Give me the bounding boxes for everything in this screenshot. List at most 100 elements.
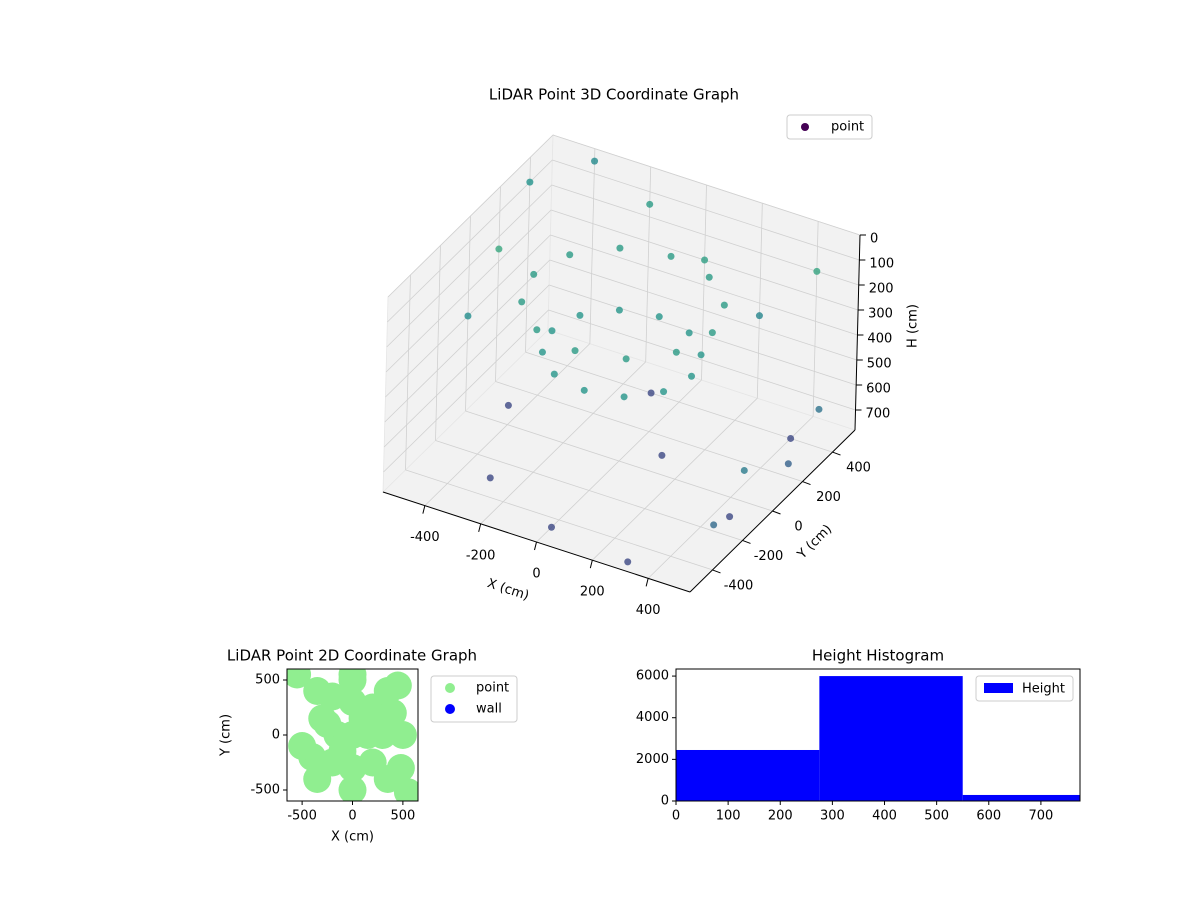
point <box>393 778 418 801</box>
y-tick-label: 4000 <box>636 710 669 725</box>
y-tick-label: 0 <box>661 794 669 809</box>
point <box>672 348 680 356</box>
y-tick-label: -200 <box>754 549 784 564</box>
point <box>620 393 628 401</box>
legend-label: point <box>476 681 509 696</box>
axes-3d-panes <box>382 134 866 593</box>
x-tick-label: 0 <box>348 809 356 824</box>
point <box>660 388 668 396</box>
y-tick-label: 2000 <box>636 752 669 767</box>
point <box>504 401 512 409</box>
point <box>720 301 728 309</box>
y-tick-label: 0 <box>794 520 802 535</box>
x-tick-label: 700 <box>1028 809 1053 824</box>
grid-line <box>550 234 858 336</box>
x-tick-label: 400 <box>636 603 661 618</box>
y-tick-label: 400 <box>846 461 871 476</box>
axes-3d-points <box>464 157 823 566</box>
y-axis-label: Y (cm) <box>219 714 234 757</box>
legend-marker <box>445 704 455 714</box>
grid-line <box>525 157 531 353</box>
point <box>658 451 666 459</box>
y-tick-label: 200 <box>816 490 841 505</box>
point <box>338 776 367 801</box>
y-tick-label: 0 <box>272 728 280 743</box>
point <box>580 386 588 394</box>
point <box>755 312 763 320</box>
x-tick-label: 200 <box>768 809 793 824</box>
legend-box <box>975 675 1074 702</box>
x-tick <box>589 560 593 569</box>
x-axis-label: X (cm) <box>485 576 531 604</box>
point <box>486 474 494 482</box>
grid-line <box>552 134 861 236</box>
z-axis-line <box>854 234 861 431</box>
legend-label: point <box>831 120 864 135</box>
grid-line <box>645 166 652 362</box>
legend-label: wall <box>476 702 502 717</box>
legend-marker <box>801 123 809 131</box>
y-tick-label: 6000 <box>636 669 669 684</box>
grid-line <box>387 134 554 298</box>
bar <box>676 749 820 801</box>
point <box>571 347 579 355</box>
point <box>464 312 472 320</box>
point <box>624 558 632 566</box>
point <box>697 351 705 359</box>
chart-title: LiDAR Point 2D Coordinate Graph <box>227 647 477 665</box>
point <box>303 677 332 705</box>
z-tick-label: 200 <box>869 282 894 297</box>
axes-2d-points <box>287 669 418 801</box>
y-tick <box>772 510 781 515</box>
x-tick-label: 400 <box>872 809 897 824</box>
point <box>622 355 630 363</box>
point <box>787 434 795 442</box>
grid-line <box>405 469 713 571</box>
point <box>705 273 713 281</box>
point <box>708 329 716 337</box>
point <box>363 710 392 738</box>
y-tick-label: 500 <box>255 673 280 688</box>
point <box>726 513 734 521</box>
y-tick-label: -400 <box>724 578 754 593</box>
grid-line <box>812 221 819 417</box>
x-tick-label: 600 <box>976 809 1001 824</box>
y-tick <box>742 539 751 544</box>
z-tick-label: 600 <box>866 382 891 397</box>
point <box>287 669 312 689</box>
chart-title: Height Histogram <box>812 647 944 665</box>
point <box>616 244 624 252</box>
point <box>495 245 503 253</box>
point <box>655 313 663 321</box>
point <box>313 710 342 738</box>
axes-frame <box>675 668 1081 802</box>
point <box>526 178 534 186</box>
point <box>815 405 823 413</box>
x-tick-label: 0 <box>672 809 680 824</box>
point <box>383 671 412 700</box>
grid-line <box>384 259 551 423</box>
point <box>533 326 541 334</box>
z-tick-label: 400 <box>867 332 892 347</box>
point <box>328 737 357 766</box>
bar <box>819 676 963 801</box>
y-axis-line <box>689 429 856 593</box>
x-tick-label: -400 <box>410 530 440 545</box>
grid-line <box>525 351 833 453</box>
chart-title: LiDAR Point 3D Coordinate Graph <box>489 86 739 104</box>
point <box>550 370 558 378</box>
z-tick-label: 300 <box>868 307 893 322</box>
grid-line <box>383 309 549 473</box>
x-tick-label: 0 <box>532 567 540 582</box>
x-tick-label: 300 <box>820 809 845 824</box>
x-tick-label: 500 <box>390 809 415 824</box>
grid-line <box>549 284 857 386</box>
point <box>566 251 574 259</box>
grid-line <box>386 184 552 348</box>
point <box>646 200 654 208</box>
x-tick-label: 100 <box>716 809 741 824</box>
x-tick <box>422 505 426 514</box>
point <box>388 721 417 749</box>
grid-line <box>549 259 857 361</box>
y-tick <box>832 451 841 456</box>
